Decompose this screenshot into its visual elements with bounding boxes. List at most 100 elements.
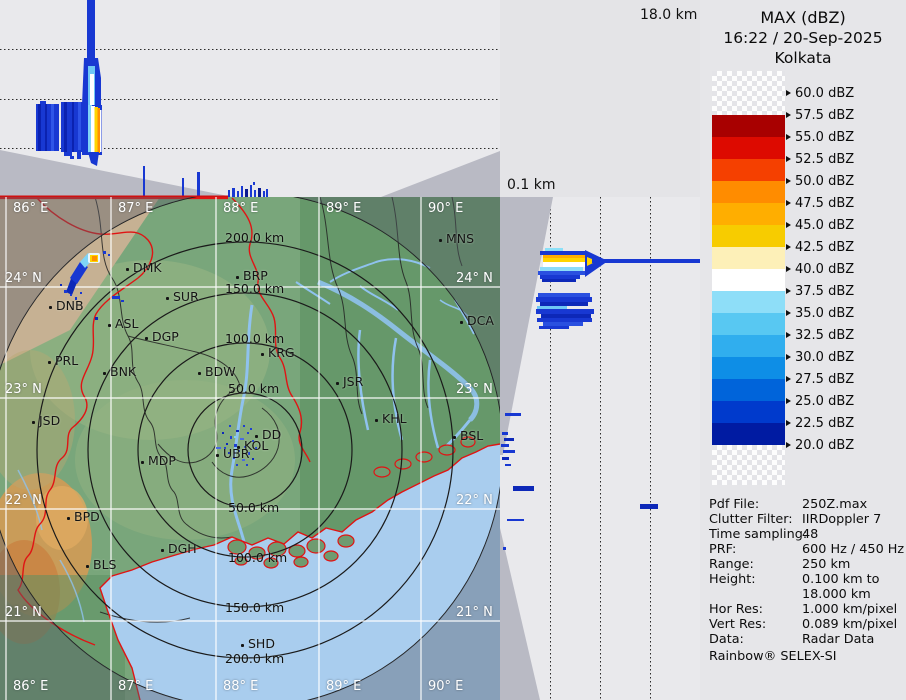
tick-arrow-icon bbox=[786, 156, 791, 162]
tick-value: 30.0 dBZ bbox=[795, 350, 854, 365]
swatch-band bbox=[712, 335, 785, 357]
city-label: DCA bbox=[467, 314, 494, 328]
legend-tick: 25.0 dBZ bbox=[786, 394, 854, 408]
tick-arrow-icon bbox=[786, 90, 791, 96]
range-ring-label: 150.0 km bbox=[225, 601, 284, 615]
range-ring-label: 50.0 km bbox=[228, 382, 279, 396]
ns-cross-section-canvas bbox=[500, 197, 700, 700]
city-label: BLS bbox=[93, 558, 116, 572]
city-label: SHD bbox=[248, 637, 275, 651]
metadata-row: PRF:600 Hz / 450 Hz bbox=[709, 542, 905, 557]
ew-cross-section-panel[interactable] bbox=[0, 0, 500, 197]
city-dot bbox=[439, 239, 442, 242]
city-label: JSD bbox=[39, 414, 60, 428]
range-ring-label: 150.0 km bbox=[225, 282, 284, 296]
city-label: KRG bbox=[268, 346, 295, 360]
tick-value: 35.0 dBZ bbox=[795, 306, 854, 321]
lat-label-left: 24° N bbox=[5, 272, 42, 286]
swatch-band bbox=[712, 225, 785, 247]
city-dot bbox=[453, 436, 456, 439]
swatch-band bbox=[712, 181, 785, 203]
ns-cross-section-panel[interactable] bbox=[500, 197, 700, 700]
legend-tick: 35.0 dBZ bbox=[786, 306, 854, 320]
tick-arrow-icon bbox=[786, 332, 791, 338]
city-dot bbox=[236, 276, 239, 279]
tick-value: 22.5 dBZ bbox=[795, 416, 854, 431]
lat-label-right: 22° N bbox=[456, 494, 493, 508]
metadata-label: Time sampling: bbox=[709, 527, 802, 542]
legend-tick: 40.0 dBZ bbox=[786, 262, 854, 276]
city-dot bbox=[32, 421, 35, 424]
tick-arrow-icon bbox=[786, 442, 791, 448]
ew-cross-section-canvas bbox=[0, 0, 500, 197]
swatch-band bbox=[712, 379, 785, 401]
lat-label-right: 21° N bbox=[456, 606, 493, 620]
tick-arrow-icon bbox=[786, 178, 791, 184]
tick-value: 50.0 dBZ bbox=[795, 174, 854, 189]
legend-tick: 27.5 dBZ bbox=[786, 372, 854, 386]
max-height-label: 18.0 km bbox=[640, 7, 697, 23]
legend-tick: 50.0 dBZ bbox=[786, 174, 854, 188]
city-dot bbox=[67, 517, 70, 520]
city-dot bbox=[86, 565, 89, 568]
tick-value: 32.5 dBZ bbox=[795, 328, 854, 343]
tick-arrow-icon bbox=[786, 398, 791, 404]
metadata-value: 250 km bbox=[802, 557, 850, 572]
legend-tick: 22.5 dBZ bbox=[786, 416, 854, 430]
tick-arrow-icon bbox=[786, 200, 791, 206]
tick-value: 52.5 dBZ bbox=[795, 152, 854, 167]
metadata-row: Pdf File:250Z.max bbox=[709, 497, 905, 512]
swatch-below-scale bbox=[712, 445, 785, 485]
metadata-value: 0.089 km/pixel bbox=[802, 617, 897, 632]
ew-echo-columns bbox=[36, 0, 102, 166]
legend-tick: 55.0 dBZ bbox=[786, 130, 854, 144]
lat-label-left: 22° N bbox=[5, 494, 42, 508]
city-label: DMK bbox=[133, 261, 162, 275]
map-panel[interactable]: 86° E86° E87° E87° E88° E88° E89° E89° E… bbox=[0, 197, 500, 700]
lon-label-bottom: 88° E bbox=[223, 680, 258, 694]
city-dot bbox=[161, 549, 164, 552]
tick-arrow-icon bbox=[786, 222, 791, 228]
swatch-band bbox=[712, 269, 785, 291]
lon-label-top: 87° E bbox=[118, 202, 153, 216]
legend-tick: 47.5 dBZ bbox=[786, 196, 854, 210]
metadata-value: 600 Hz / 450 Hz bbox=[802, 542, 904, 557]
tick-value: 47.5 dBZ bbox=[795, 196, 854, 211]
swatch-band bbox=[712, 313, 785, 335]
tick-arrow-icon bbox=[786, 354, 791, 360]
city-label: BNK bbox=[110, 365, 136, 379]
metadata-row: 18.000 km bbox=[709, 587, 905, 602]
tick-arrow-icon bbox=[786, 244, 791, 250]
product-title: MAX (dBZ) bbox=[700, 8, 906, 28]
range-ring-label: 200.0 km bbox=[225, 652, 284, 666]
ns-echo-bars bbox=[536, 248, 700, 329]
swatch-band bbox=[712, 401, 785, 423]
tick-value: 55.0 dBZ bbox=[795, 130, 854, 145]
city-dot bbox=[198, 372, 201, 375]
metadata-value: 48 bbox=[802, 527, 818, 542]
metadata-label: Data: bbox=[709, 632, 802, 647]
tick-value: 25.0 dBZ bbox=[795, 394, 854, 409]
city-label: DGH bbox=[168, 542, 197, 556]
legend-tick: 32.5 dBZ bbox=[786, 328, 854, 342]
legend-panel: MAX (dBZ) 16:22 / 20-Sep-2025 Kolkata 60… bbox=[700, 0, 906, 700]
city-label: MNS bbox=[446, 232, 474, 246]
tick-value: 60.0 dBZ bbox=[795, 86, 854, 101]
city-label: UBR bbox=[223, 447, 249, 461]
software-brand: Rainbow® SELEX-SI bbox=[709, 649, 836, 664]
metadata-value: IIRDoppler 7 bbox=[802, 512, 881, 527]
product-datetime: 16:22 / 20-Sep-2025 bbox=[700, 28, 906, 48]
tick-value: 40.0 dBZ bbox=[795, 262, 854, 277]
swatch-band bbox=[712, 357, 785, 379]
metadata-row: Data:Radar Data bbox=[709, 632, 905, 647]
city-dot bbox=[375, 419, 378, 422]
metadata-label: Range: bbox=[709, 557, 802, 572]
legend-tick: 45.0 dBZ bbox=[786, 218, 854, 232]
lat-label-left: 23° N bbox=[5, 383, 42, 397]
range-ring-label: 100.0 km bbox=[228, 551, 287, 565]
metadata-label: Height: bbox=[709, 572, 802, 587]
city-dot bbox=[103, 372, 106, 375]
tick-value: 57.5 dBZ bbox=[795, 108, 854, 123]
city-dot bbox=[145, 337, 148, 340]
tick-value: 20.0 dBZ bbox=[795, 438, 854, 453]
